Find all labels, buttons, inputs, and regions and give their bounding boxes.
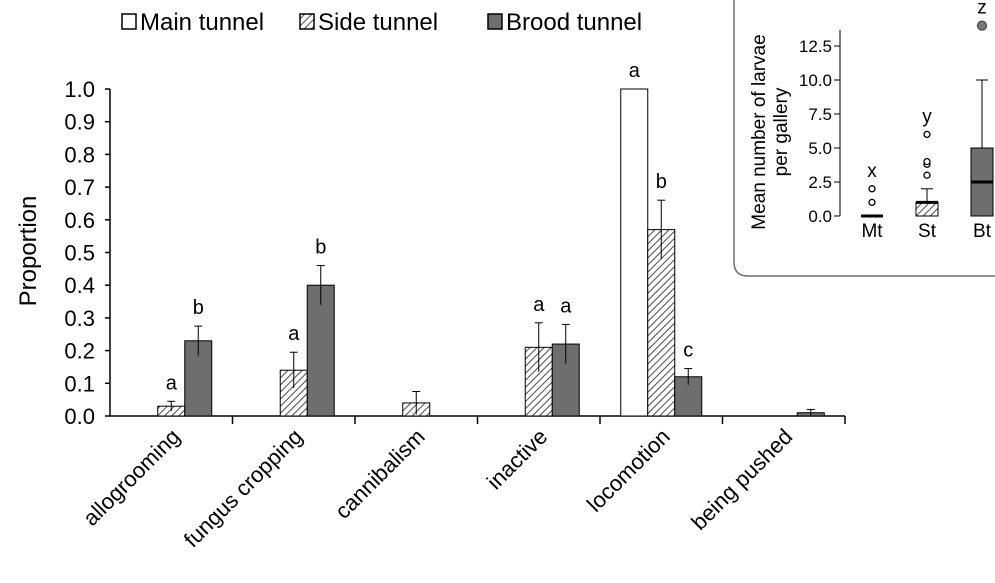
significance-letter: a	[533, 294, 545, 316]
y-tick-label: 0.9	[64, 110, 95, 135]
x-ticks	[231, 416, 846, 424]
inset-y-title-line1: Mean number of larvae	[749, 34, 770, 229]
box-outlier	[868, 198, 876, 207]
significance-letter: b	[193, 297, 204, 319]
y-tick-label: 0.2	[64, 339, 95, 364]
legend-swatch-side	[299, 13, 315, 30]
y-tick-label: 1.0	[64, 77, 95, 102]
significance-letter: a	[629, 60, 641, 82]
bar-open	[620, 88, 649, 417]
legend: Main tunnel Side tunnel Brood tunnel	[121, 9, 642, 36]
legend-item-side: Side tunnel	[299, 9, 438, 36]
bar-solid	[306, 284, 335, 417]
x-tick-label: being pushed	[686, 424, 797, 535]
inset-y-tick-label: 5.0	[808, 139, 832, 158]
inset-panel: Mean number of larvae per gallery 0.0 2.5…	[733, 0, 995, 277]
x-tick-label: cannibalism	[330, 424, 430, 524]
box-outlier	[923, 157, 931, 166]
significance-letter: b	[315, 237, 326, 259]
significance-letter: a	[288, 323, 300, 345]
y-tick-label: 0.1	[64, 371, 95, 396]
y-tick-label: 0.6	[64, 208, 95, 233]
legend-swatch-main	[121, 13, 137, 30]
significance-letter: b	[656, 171, 667, 193]
inset-significance-letter: z	[977, 0, 987, 19]
bar-solid	[184, 340, 213, 417]
y-tick-label: 0.3	[64, 306, 95, 331]
y-tick-label: 0.5	[64, 241, 95, 266]
significance-letter: c	[683, 340, 693, 362]
x-tick-label: locomotion	[582, 424, 675, 517]
legend-label-side: Side tunnel	[318, 9, 438, 36]
inset-y-ticks: 0.0 2.5 5.0 7.5 10.0 12.5	[799, 37, 840, 226]
inset-boxes: x Mt y St z Bt	[861, 0, 994, 242]
box-outlier	[976, 20, 988, 31]
inset-significance-letter: y	[922, 106, 932, 127]
y-ticks: 0.0 0.1 0.2 0.3 0.4 0.5 0.6 0.7 0.8 0.9 1.0	[64, 77, 110, 429]
x-tick-label: allogrooming	[78, 424, 185, 531]
inset-y-tick-label: 0.0	[808, 207, 832, 226]
inset-y-tick-label: 2.5	[808, 173, 832, 192]
y-tick-label: 0.4	[64, 273, 95, 298]
legend-label-main: Main tunnel	[140, 9, 264, 36]
box-body	[915, 201, 939, 217]
inset-x-tick-label: Bt	[973, 221, 992, 242]
y-tick-label: 0.0	[64, 404, 95, 429]
box-outlier	[923, 130, 931, 139]
inset-y-tick-label: 12.5	[799, 37, 832, 56]
significance-letter: a	[166, 372, 178, 394]
y-tick-label: 0.8	[64, 142, 95, 167]
y-tick-label: 0.7	[64, 175, 95, 200]
significance-letter: a	[560, 295, 572, 317]
inset-significance-letter: x	[867, 161, 877, 182]
inset-y-tick-label: 10.0	[799, 71, 832, 90]
legend-label-brood: Brood tunnel	[506, 9, 642, 36]
inset-x-tick-label: St	[918, 221, 937, 242]
y-axis-title: Proportion	[15, 196, 42, 307]
inset-y-title-line2: per gallery	[771, 87, 792, 176]
legend-item-main: Main tunnel	[121, 9, 264, 36]
legend-item-brood: Brood tunnel	[487, 9, 642, 36]
box-outlier	[868, 185, 876, 193]
x-tick-label: fungus cropping	[179, 424, 307, 552]
x-tick-label: inactive	[482, 424, 552, 494]
inset-y-tick-label: 7.5	[808, 105, 832, 124]
legend-swatch-brood	[487, 13, 503, 30]
inset-x-tick-label: Mt	[861, 221, 883, 242]
box-outlier	[923, 171, 931, 179]
